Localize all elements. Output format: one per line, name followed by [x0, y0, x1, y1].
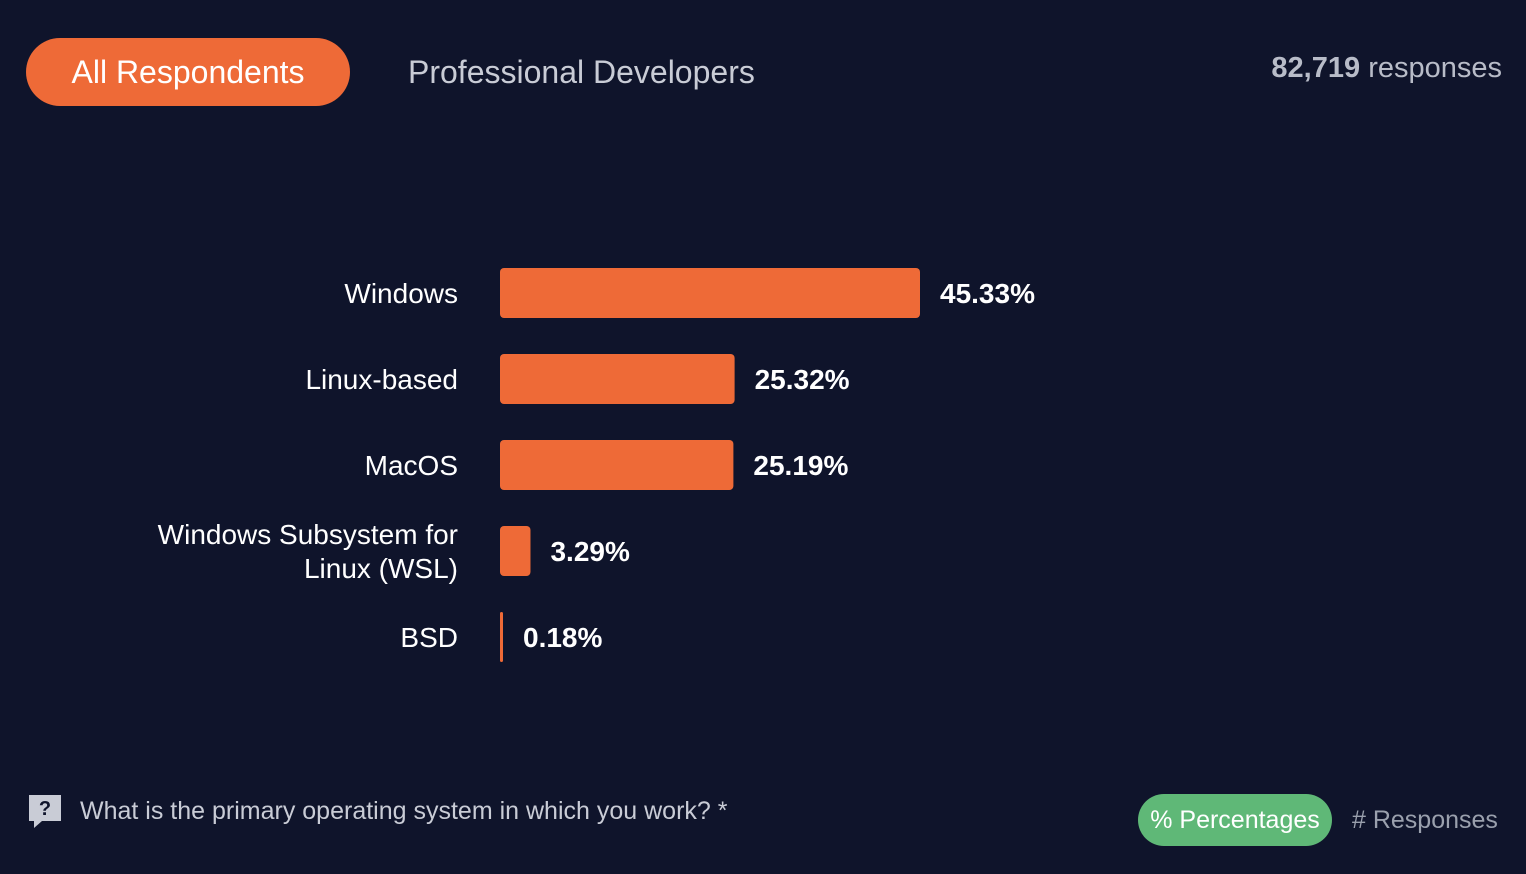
bar-windows — [500, 268, 920, 318]
bar-bsd — [500, 612, 503, 662]
question-icon: ? — [29, 795, 61, 828]
bar-chart: Windows 45.33% Linux-based 25.32% MacOS 25.19… — [158, 268, 1035, 662]
category-label-linux-based: Linux-based — [305, 364, 458, 395]
response-count-number: 82,719 — [1271, 52, 1361, 84]
category-label-macos: MacOS — [365, 450, 458, 481]
responses-toggle[interactable]: # Responses — [1340, 794, 1510, 846]
value-label-windows-subsystem-for-linux-wsl: 3.29% — [550, 536, 629, 567]
percentages-toggle[interactable]: % Percentages — [1138, 794, 1332, 846]
question: ? What is the primary operating system i… — [26, 792, 727, 830]
bar-windows-subsystem-for-linux-wsl — [500, 526, 531, 576]
value-label-macos: 25.19% — [753, 450, 848, 481]
value-label-linux-based: 25.32% — [755, 364, 850, 395]
svg-text:?: ? — [39, 798, 51, 820]
category-label-bsd: BSD — [400, 622, 458, 653]
bar-linux-based — [500, 354, 735, 404]
question-text: What is the primary operating system in … — [80, 796, 728, 825]
tab-all-respondents[interactable]: All Respondents — [26, 38, 350, 106]
response-count: 82,719 responses — [1271, 52, 1502, 85]
value-label-windows: 45.33% — [940, 278, 1035, 309]
value-label-bsd: 0.18% — [523, 622, 602, 653]
tab-professional-developers[interactable]: Professional Developers — [380, 38, 783, 106]
response-count-label: responses — [1368, 52, 1502, 84]
category-label-windows-subsystem-for-linux-wsl: Windows Subsystem for Linux (WSL) — [158, 519, 458, 584]
bar-macos — [500, 440, 734, 490]
category-label-windows: Windows — [344, 278, 458, 309]
